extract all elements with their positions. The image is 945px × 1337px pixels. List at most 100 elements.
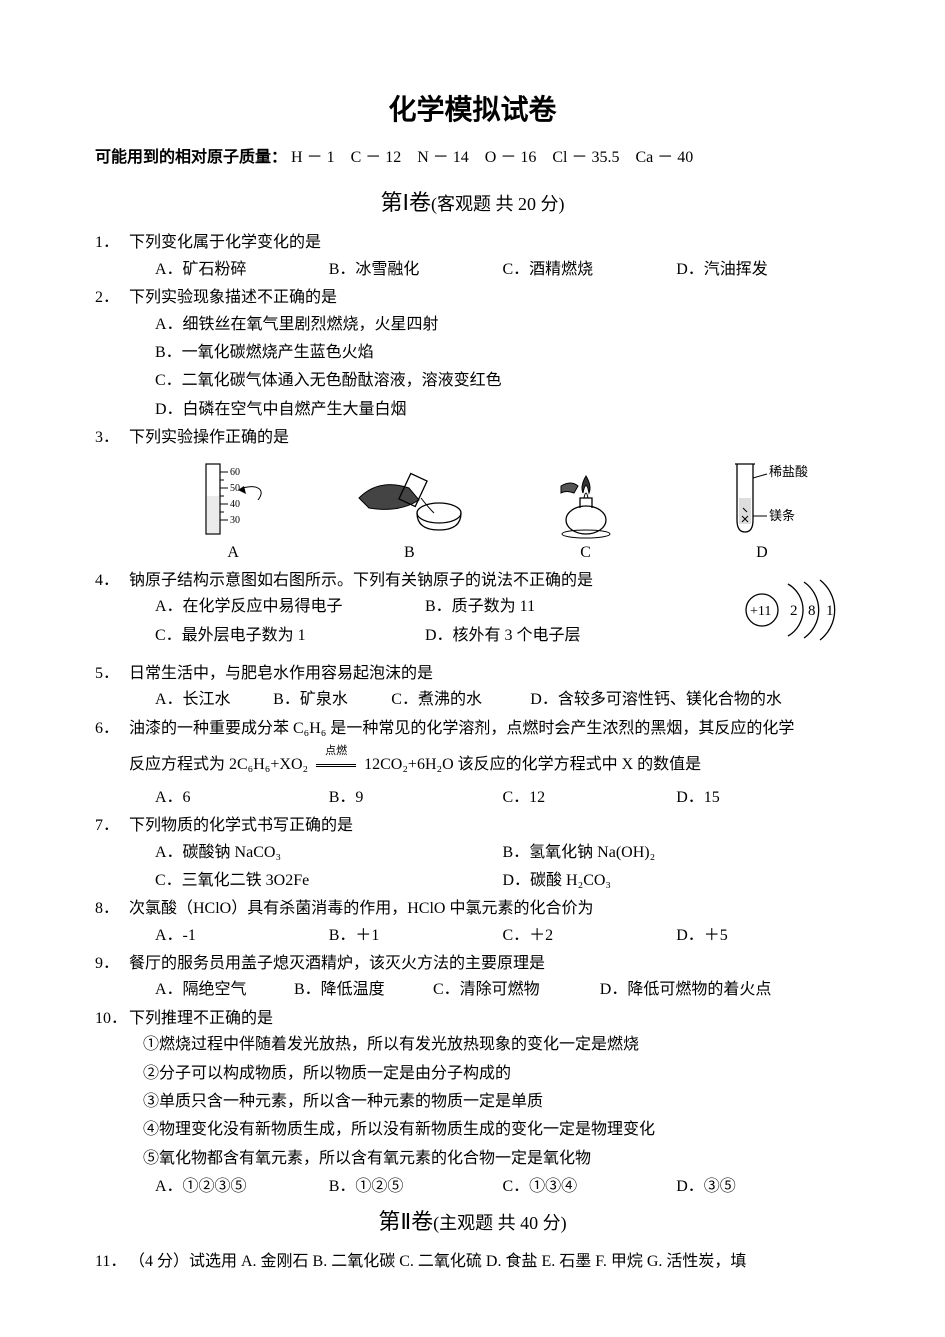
atomic-label: 可能用到的相对原子质量： bbox=[95, 149, 287, 166]
q8-num: 8． bbox=[95, 898, 129, 920]
q10-s3: ③单质只含一种元素，所以含一种元素的物质一定是单质 bbox=[143, 1091, 850, 1113]
q10-opt-b: B．①②⑤ bbox=[329, 1176, 503, 1198]
q7-num: 7． bbox=[95, 815, 129, 837]
q9-opt-d: D．降低可燃物的着火点 bbox=[600, 979, 850, 1001]
alcohol-lamp-icon bbox=[536, 458, 636, 540]
q10-s2: ②分子可以构成物质，所以物质一定是由分子构成的 bbox=[143, 1063, 850, 1085]
svg-text:镁条: 镁条 bbox=[769, 508, 795, 523]
q3-label-b: B bbox=[321, 542, 497, 564]
svg-text:稀盐酸: 稀盐酸 bbox=[769, 464, 808, 479]
q10-opt-a: A．①②③⑤ bbox=[155, 1176, 329, 1198]
q7-opt-a: A．碳酸钠 NaCO₃ bbox=[155, 842, 503, 864]
q9-opt-a: A．隔绝空气 bbox=[155, 979, 294, 1001]
reaction-arrow-icon: 点燃 bbox=[312, 754, 360, 776]
q10-opt-c: C．①③④ bbox=[503, 1176, 677, 1198]
q6-num: 6． bbox=[95, 718, 129, 740]
q3-img-d: 稀盐酸 镁条 D bbox=[674, 458, 850, 564]
q2-options: A．细铁丝在氧气里剧烈燃烧，火星四射 B．一氧化碳燃烧产生蓝色火焰 C．二氧化碳… bbox=[95, 314, 850, 422]
q6-eq-right: 12CO₂+6H₂O 该反应的化学方程式中 X 的数值是 bbox=[364, 756, 701, 773]
q6-stem-l1: 油漆的一种重要成分苯 C₆H₆ 是一种常见的化学溶剂，点燃时会产生浓烈的黑烟，其… bbox=[129, 718, 850, 740]
section-1-sub: (客观题 共 20 分) bbox=[431, 194, 565, 214]
q10-statements: ①燃烧过程中伴随着发光放热，所以有发光放热现象的变化一定是燃烧 ②分子可以构成物… bbox=[95, 1034, 850, 1170]
section-1-header: 第Ⅰ卷(客观题 共 20 分) bbox=[95, 188, 850, 219]
question-2: 2．下列实验现象描述不正确的是 A．细铁丝在氧气里剧烈燃烧，火星四射 B．一氧化… bbox=[95, 287, 850, 421]
q5-stem: 日常生活中，与肥皂水作用容易起泡沫的是 bbox=[129, 663, 850, 685]
svg-text:40: 40 bbox=[230, 499, 240, 510]
q7-opt-d: D．碳酸 H₂CO₃ bbox=[503, 870, 851, 892]
atom-structure-icon: +11 2 8 1 bbox=[740, 570, 860, 650]
q9-options: A．隔绝空气 B．降低温度 C．清除可燃物 D．降低可燃物的着火点 bbox=[95, 979, 850, 1001]
q10-s1: ①燃烧过程中伴随着发光放热，所以有发光放热现象的变化一定是燃烧 bbox=[143, 1034, 850, 1056]
q3-label-d: D bbox=[674, 542, 850, 564]
q5-opt-a: A．长江水 bbox=[155, 689, 273, 711]
q10-stem: 下列推理不正确的是 bbox=[129, 1008, 850, 1030]
q2-opt-a: A．细铁丝在氧气里剧烈燃烧，火星四射 bbox=[155, 314, 850, 336]
q8-stem: 次氯酸（HClO）具有杀菌消毒的作用，HClO 中氯元素的化合价为 bbox=[129, 898, 850, 920]
q2-opt-d: D．白磷在空气中自燃产生大量白烟 bbox=[155, 399, 850, 421]
svg-text:+11: +11 bbox=[750, 604, 771, 619]
q5-opt-c: C．煮沸的水 bbox=[391, 689, 530, 711]
q2-opt-b: B．一氧化碳燃烧产生蓝色火焰 bbox=[155, 342, 850, 364]
q7-options: A．碳酸钠 NaCO₃ B．氢氧化钠 Na(OH)₂ C．三氧化二铁 3O2Fe… bbox=[95, 842, 850, 893]
q3-label-a: A bbox=[145, 542, 321, 564]
q3-stem: 下列实验操作正确的是 bbox=[129, 427, 850, 449]
question-6: 6．油漆的一种重要成分苯 C₆H₆ 是一种常见的化学溶剂，点燃时会产生浓烈的黑烟… bbox=[95, 718, 850, 809]
q9-stem: 餐厅的服务员用盖子熄灭酒精炉，该灭火方法的主要原理是 bbox=[129, 953, 850, 975]
q3-num: 3． bbox=[95, 427, 129, 449]
question-3: 3．下列实验操作正确的是 60 50 40 30 A bbox=[95, 427, 850, 564]
page-title: 化学模拟试卷 bbox=[95, 90, 850, 129]
q5-options: A．长江水 B．矿泉水 C．煮沸的水 D．含较多可溶性钙、镁化合物的水 bbox=[95, 689, 850, 711]
svg-text:50: 50 bbox=[230, 483, 240, 494]
q9-opt-c: C．清除可燃物 bbox=[433, 979, 600, 1001]
svg-text:2: 2 bbox=[790, 603, 798, 619]
q10-s5: ⑤氧化物都含有氧元素，所以含有氧元素的化合物一定是氧化物 bbox=[143, 1148, 850, 1170]
section-2-main: 第Ⅱ卷 bbox=[378, 1209, 433, 1234]
q8-options: A．-1 B．＋1 C．＋2 D．＋5 bbox=[95, 925, 850, 947]
q1-stem: 下列变化属于化学变化的是 bbox=[129, 232, 850, 254]
question-5: 5．日常生活中，与肥皂水作用容易起泡沫的是 A．长江水 B．矿泉水 C．煮沸的水… bbox=[95, 663, 850, 712]
q6-opt-a: A．6 bbox=[155, 787, 329, 809]
question-7: 7．下列物质的化学式书写正确的是 A．碳酸钠 NaCO₃ B．氢氧化钠 Na(O… bbox=[95, 815, 850, 892]
svg-text:8: 8 bbox=[808, 603, 816, 619]
q7-stem: 下列物质的化学式书写正确的是 bbox=[129, 815, 850, 837]
q6-opt-c: C．12 bbox=[503, 787, 677, 809]
section-2-header: 第Ⅱ卷(主观题 共 40 分) bbox=[95, 1207, 850, 1238]
question-1: 1．下列变化属于化学变化的是 A．矿石粉碎 B．冰雪融化 C．酒精燃烧 D．汽油… bbox=[95, 232, 850, 281]
question-9: 9．餐厅的服务员用盖子熄灭酒精炉，该灭火方法的主要原理是 A．隔绝空气 B．降低… bbox=[95, 953, 850, 1002]
question-4: 4．钠原子结构示意图如右图所示。下列有关钠原子的说法不正确的是 A．在化学反应中… bbox=[95, 570, 850, 647]
q8-opt-c: C．＋2 bbox=[503, 925, 677, 947]
pouring-icon bbox=[339, 458, 479, 540]
q1-options: A．矿石粉碎 B．冰雪融化 C．酒精燃烧 D．汽油挥发 bbox=[95, 259, 850, 281]
q3-img-a: 60 50 40 30 A bbox=[145, 458, 321, 564]
q2-num: 2． bbox=[95, 287, 129, 309]
svg-text:60: 60 bbox=[230, 467, 240, 478]
q11-num: 11． bbox=[95, 1251, 129, 1273]
q3-label-c: C bbox=[498, 542, 674, 564]
q1-opt-a: A．矿石粉碎 bbox=[155, 259, 329, 281]
q3-images: 60 50 40 30 A bbox=[95, 458, 850, 564]
q6-options: A．6 B．9 C．12 D．15 bbox=[95, 787, 850, 809]
q4-options: A．在化学反应中易得电子 B．质子数为 11 C．最外层电子数为 1 D．核外有… bbox=[95, 596, 695, 647]
q3-img-b: B bbox=[321, 458, 497, 564]
q2-stem: 下列实验现象描述不正确的是 bbox=[129, 287, 850, 309]
svg-text:1: 1 bbox=[826, 603, 834, 619]
svg-text:30: 30 bbox=[230, 515, 240, 526]
q1-opt-b: B．冰雪融化 bbox=[329, 259, 503, 281]
q5-opt-d: D．含较多可溶性钙、镁化合物的水 bbox=[530, 689, 850, 711]
q4-opt-b: B．质子数为 11 bbox=[425, 596, 695, 618]
q1-num: 1． bbox=[95, 232, 129, 254]
q8-opt-d: D．＋5 bbox=[676, 925, 850, 947]
q10-s4: ④物理变化没有新物质生成，所以没有新物质生成的变化一定是物理变化 bbox=[143, 1119, 850, 1141]
q2-opt-c: C．二氧化碳气体通入无色酚酞溶液，溶液变红色 bbox=[155, 370, 850, 392]
q6-eq-left: 反应方程式为 2C₆H₆+XO₂ bbox=[129, 756, 308, 773]
q3-img-c: C bbox=[498, 458, 674, 564]
question-8: 8．次氯酸（HClO）具有杀菌消毒的作用，HClO 中氯元素的化合价为 A．-1… bbox=[95, 898, 850, 947]
question-11: 11．（4 分）试选用 A. 金刚石 B. 二氧化碳 C. 二氧化硫 D. 食盐… bbox=[95, 1251, 850, 1273]
q4-opt-c: C．最外层电子数为 1 bbox=[155, 625, 425, 647]
q1-opt-d: D．汽油挥发 bbox=[676, 259, 850, 281]
test-tube-icon: 稀盐酸 镁条 bbox=[707, 458, 817, 540]
q11-stem: （4 分）试选用 A. 金刚石 B. 二氧化碳 C. 二氧化硫 D. 食盐 E.… bbox=[129, 1251, 850, 1273]
q7-opt-b: B．氢氧化钠 Na(OH)₂ bbox=[503, 842, 851, 864]
q7-opt-c: C．三氧化二铁 3O2Fe bbox=[155, 870, 503, 892]
thermometer-icon: 60 50 40 30 bbox=[188, 458, 278, 540]
